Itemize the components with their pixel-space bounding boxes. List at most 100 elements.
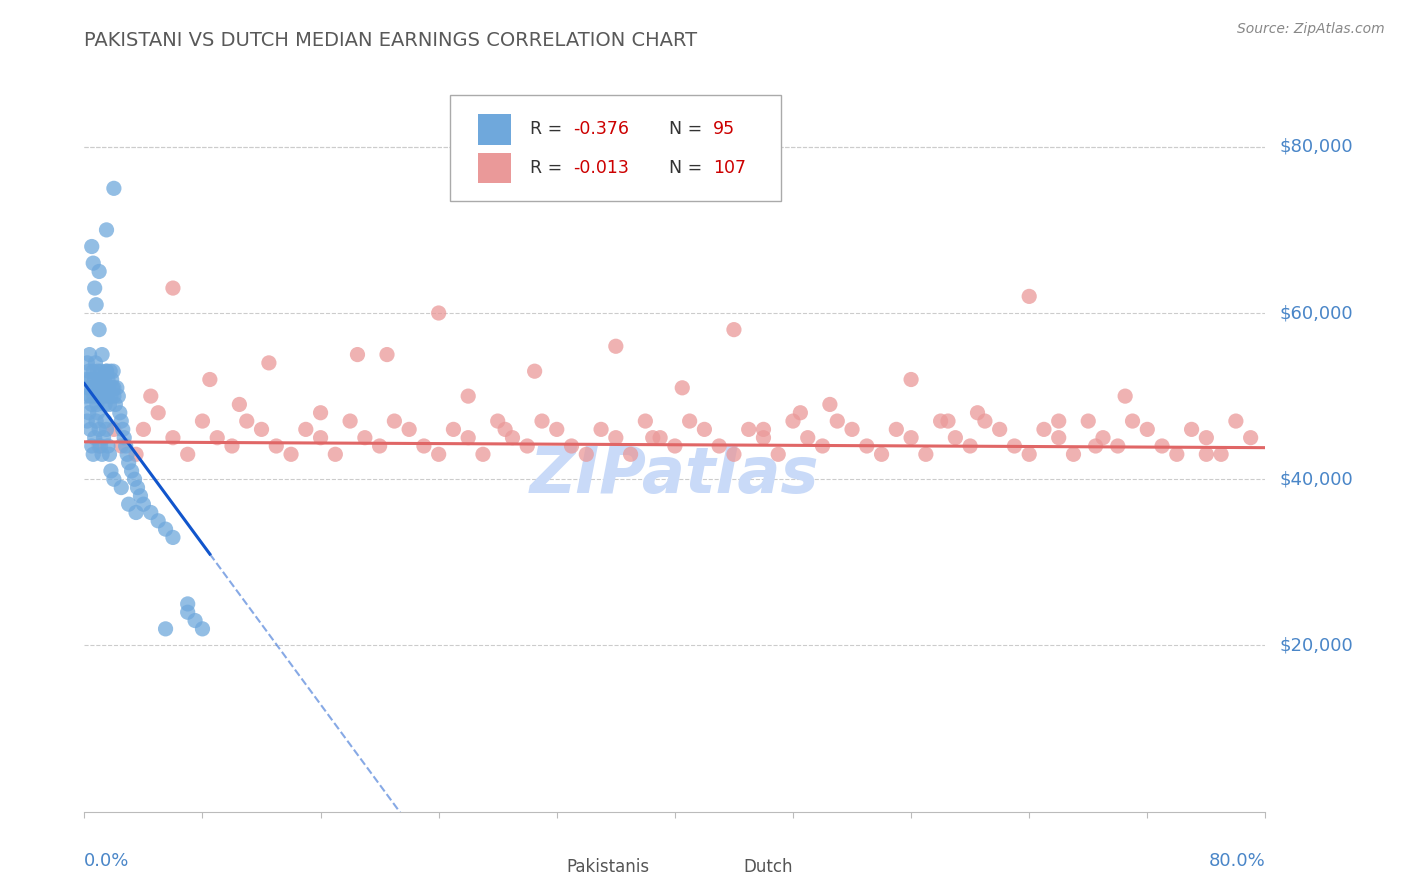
Text: 95: 95: [713, 120, 735, 138]
Point: [973, 414, 995, 428]
Point: [250, 422, 273, 436]
Point: [94, 397, 117, 411]
Point: [523, 364, 546, 378]
Point: [1136, 422, 1159, 436]
Point: [664, 439, 686, 453]
Text: 107: 107: [713, 159, 745, 177]
Point: [103, 472, 125, 486]
Point: [108, 406, 131, 420]
Point: [257, 356, 280, 370]
Point: [77, 381, 100, 395]
Point: [228, 397, 250, 411]
Point: [679, 414, 702, 428]
Point: [90, 389, 112, 403]
Point: [1180, 422, 1202, 436]
Text: R =: R =: [530, 159, 568, 177]
Point: [139, 389, 162, 403]
Point: [89, 381, 111, 395]
Point: [155, 522, 177, 536]
Point: [184, 614, 207, 628]
Point: [966, 406, 988, 420]
Point: [591, 422, 613, 436]
Point: [280, 447, 302, 461]
Point: [457, 389, 479, 403]
Point: [118, 497, 141, 511]
Text: 80.0%: 80.0%: [1209, 852, 1265, 870]
Point: [531, 414, 554, 428]
Text: $60,000: $60,000: [1279, 304, 1353, 322]
Point: [339, 414, 361, 428]
Point: [870, 447, 893, 461]
Point: [114, 439, 136, 453]
Point: [671, 381, 693, 395]
Point: [101, 364, 124, 378]
Text: R =: R =: [530, 120, 568, 138]
Point: [723, 447, 745, 461]
Point: [198, 372, 221, 386]
Point: [1114, 389, 1136, 403]
Text: $80,000: $80,000: [1279, 137, 1353, 156]
Point: [96, 422, 118, 436]
Point: [752, 422, 775, 436]
Point: [98, 364, 121, 378]
Point: [162, 281, 184, 295]
Point: [83, 431, 105, 445]
Point: [441, 422, 464, 436]
Text: Source: ZipAtlas.com: Source: ZipAtlas.com: [1237, 22, 1385, 37]
Point: [96, 389, 118, 403]
Point: [886, 422, 908, 436]
Point: [516, 439, 538, 453]
Point: [789, 406, 811, 420]
Point: [84, 381, 107, 395]
Point: [1240, 431, 1263, 445]
Point: [83, 389, 105, 403]
Point: [87, 389, 110, 403]
Point: [900, 431, 922, 445]
Point: [641, 431, 664, 445]
Point: [86, 397, 108, 411]
Point: [155, 622, 177, 636]
Point: [91, 381, 114, 395]
Text: -0.013: -0.013: [574, 159, 630, 177]
Point: [221, 439, 243, 453]
Point: [177, 605, 200, 619]
Point: [936, 414, 959, 428]
Point: [1018, 289, 1040, 303]
Point: [79, 348, 101, 362]
Point: [82, 447, 104, 461]
Point: [87, 422, 111, 436]
Point: [841, 422, 863, 436]
Point: [782, 414, 804, 428]
Point: [427, 306, 450, 320]
Point: [1032, 422, 1054, 436]
Point: [97, 381, 120, 395]
Point: [86, 364, 108, 378]
Point: [87, 264, 111, 278]
Point: [103, 181, 125, 195]
Point: [79, 422, 101, 436]
Point: [1166, 447, 1188, 461]
Point: [988, 422, 1011, 436]
Point: [1084, 439, 1107, 453]
Point: [101, 381, 124, 395]
Point: [87, 439, 111, 453]
Point: [80, 372, 103, 386]
Point: [752, 431, 775, 445]
Point: [1195, 431, 1218, 445]
Point: [427, 447, 450, 461]
Point: [191, 622, 214, 636]
Point: [929, 414, 952, 428]
Point: [91, 372, 114, 386]
Point: [94, 414, 117, 428]
Point: [84, 356, 107, 370]
Point: [94, 381, 117, 395]
Text: 0.0%: 0.0%: [84, 852, 129, 870]
Text: -0.376: -0.376: [574, 120, 630, 138]
Point: [959, 439, 981, 453]
Point: [98, 397, 121, 411]
Point: [1150, 439, 1173, 453]
Point: [103, 422, 125, 436]
Point: [235, 414, 259, 428]
Point: [634, 414, 657, 428]
Point: [309, 431, 332, 445]
